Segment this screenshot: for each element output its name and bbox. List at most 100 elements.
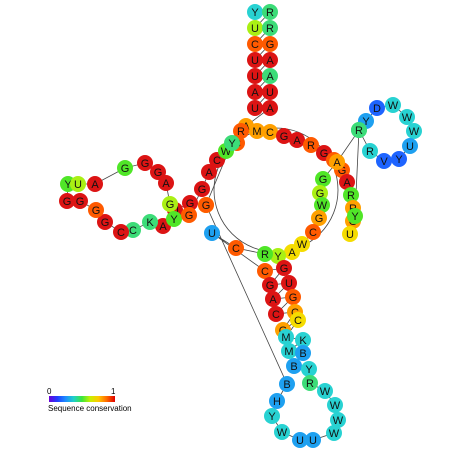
nucleotide-letter: A — [159, 221, 167, 233]
nucleotide-32: D — [369, 100, 385, 116]
nucleotide-circle — [327, 397, 343, 413]
nucleotide-letter: C — [309, 227, 317, 239]
nucleotide-28: U — [342, 226, 358, 242]
nucleotide-96: G — [150, 164, 166, 180]
nucleotide-circle — [270, 248, 286, 264]
nucleotide-letter: U — [251, 55, 259, 67]
nucleotide-50: R — [257, 246, 273, 262]
nucleotide-letter: R — [307, 140, 315, 152]
nucleotide-circle — [87, 176, 103, 192]
nucleotide-letter: G — [166, 199, 175, 211]
nucleotide-17: C — [262, 124, 278, 140]
nucleotide-circle — [142, 214, 158, 230]
nucleotide-circle — [247, 4, 263, 20]
nucleotide-45: G — [311, 210, 327, 226]
nucleotide-circle — [247, 84, 263, 100]
nucleotide-38: V — [376, 153, 392, 169]
nucleotide-88: G — [88, 202, 104, 218]
nucleotide-circle — [117, 160, 133, 176]
nucleotide-circle — [113, 224, 129, 240]
nucleotide-circle — [269, 393, 285, 409]
nucleotide-circle — [317, 383, 333, 399]
nucleotide-68: Y — [301, 361, 317, 377]
legend-min-label: 0 — [47, 387, 52, 396]
nucleotide-circle — [72, 193, 88, 209]
nucleotide-44: W — [314, 197, 330, 213]
nucleotide-letter: U — [406, 141, 414, 153]
nucleotide-letter: C — [232, 243, 240, 255]
nucleotide-2: R — [262, 4, 278, 20]
nucleotide-107: Y — [224, 135, 240, 151]
nucleotide-letter: R — [366, 146, 374, 158]
nucleotide-7: U — [247, 52, 263, 68]
nucleotide-circle — [268, 306, 284, 322]
nucleotide-circle — [281, 343, 297, 359]
nucleotide-circle — [247, 100, 263, 116]
nucleotide-circle — [343, 187, 359, 203]
nucleotide-circle — [158, 175, 174, 191]
nucleotide-letter: U — [251, 103, 259, 115]
nucleotide-letter: D — [373, 103, 381, 115]
nucleotide-circle — [262, 36, 278, 52]
nucleotide-circle — [228, 240, 244, 256]
nucleotide-letter: Y — [274, 251, 282, 263]
nucleotide-letter: V — [380, 156, 388, 168]
nucleotide-98: G — [162, 196, 178, 212]
nucleotide-letter: Y — [228, 138, 236, 150]
nucleotide-1: Y — [247, 4, 263, 20]
nucleotide-circle — [303, 137, 319, 153]
nucleotide-circle — [342, 226, 358, 242]
nucleotide-circle — [265, 291, 281, 307]
nucleotide-24: A — [339, 174, 355, 190]
nucleotide-35: W — [406, 123, 422, 139]
nucleotide-circle — [262, 124, 278, 140]
nucleotide-letter: Y — [395, 154, 403, 166]
nucleotide-letter: W — [333, 415, 344, 427]
nucleotide-34: W — [399, 109, 415, 125]
nucleotide-93: A — [87, 176, 103, 192]
nucleotide-69: R — [302, 375, 318, 391]
nucleotide-circle — [162, 196, 178, 212]
nucleotide-circle — [311, 210, 327, 226]
nucleotide-letter: G — [121, 163, 130, 175]
nucleotide-circle — [262, 52, 278, 68]
nucleotide-43: G — [312, 185, 328, 201]
nucleotide-18: G — [276, 128, 292, 144]
nucleotide-circle — [399, 109, 415, 125]
nucleotide-90: G — [59, 193, 75, 209]
nucleotide-letter: R — [355, 125, 363, 137]
nucleotide-letter: A — [269, 294, 277, 306]
nucleotide-letter: W — [402, 112, 413, 124]
nucleotide-circle — [402, 138, 418, 154]
nucleotide-97: A — [158, 175, 174, 191]
nucleotide-6: G — [262, 36, 278, 52]
nucleotide-circle — [295, 332, 311, 348]
nucleotide-circle — [262, 277, 278, 293]
nucleotide-58: G — [285, 289, 301, 305]
nucleotide-letter: U — [74, 179, 82, 191]
nucleotide-circle — [369, 100, 385, 116]
nucleotide-circle — [301, 361, 317, 377]
nucleotide-circle — [262, 84, 278, 100]
nucleotide-3: U — [247, 20, 263, 36]
nucleotide-letter: G — [185, 210, 194, 222]
nucleotide-circle — [326, 425, 342, 441]
nucleotide-53: C — [257, 263, 273, 279]
nucleotide-circle — [347, 208, 363, 224]
nucleotide-letter: G — [198, 184, 207, 196]
nucleotide-circle — [289, 132, 305, 148]
nucleotide-56: U — [281, 275, 297, 291]
nucleotide-circle — [285, 289, 301, 305]
nucleotide-81: G — [182, 195, 198, 211]
nucleotide-letter: G — [319, 174, 328, 186]
nucleotide-89: G — [72, 193, 88, 209]
nucleotide-circle — [290, 312, 306, 328]
nucleotide-circle — [315, 171, 331, 187]
nucleotide-40: R — [351, 122, 367, 138]
nucleotide-55: G — [262, 277, 278, 293]
nucleotide-letter: W — [409, 126, 420, 138]
nucleotide-letter: G — [76, 196, 85, 208]
nucleotide-20: R — [303, 137, 319, 153]
nucleotide-92: U — [70, 176, 86, 192]
nucleotide-12: U — [262, 84, 278, 100]
